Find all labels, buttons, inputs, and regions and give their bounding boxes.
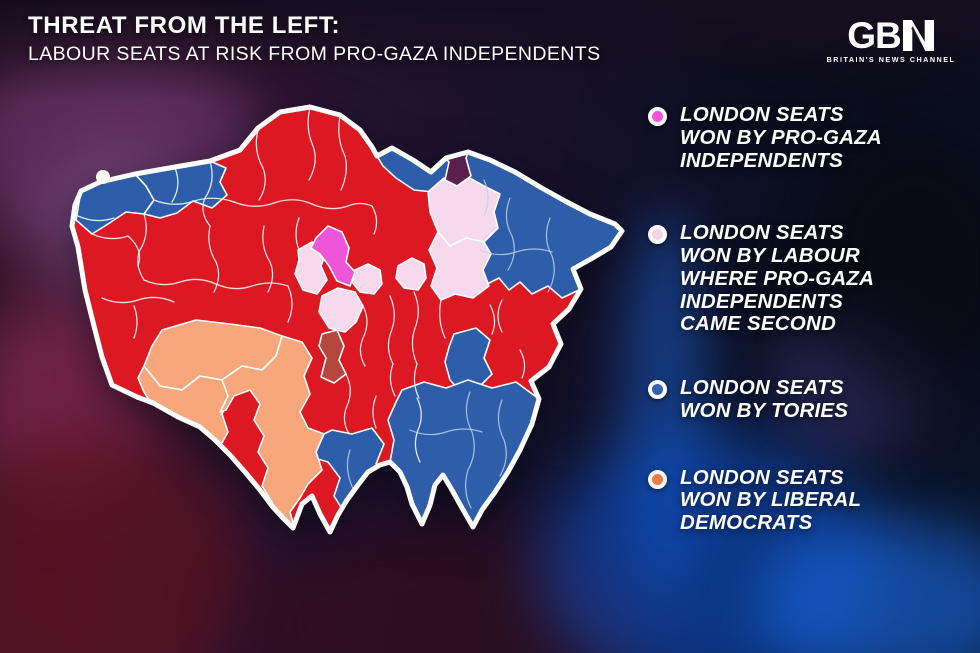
legend-line: LONDON SEATS [680,465,844,489]
legend-line: WON BY LIBERAL [680,488,862,512]
legend-line: LONDON SEATS [680,103,844,126]
gbn-logo: GB BRITAIN'S NEWS CHANNEL [826,15,956,65]
legend-line: WHERE PRO-GAZA [680,266,875,290]
map-region-labour-dark-center [318,329,347,384]
bg-dark-panel-right [790,110,980,420]
legend-dot-labour-second [648,225,667,245]
legend-label-labour-second: LONDON SEATS WON BY LABOUR WHERE PRO-GAZ… [680,221,875,336]
legend-line: WON BY LABOUR [680,244,860,267]
legend-item-libdems: LONDON SEATS WON BY LIBERAL DEMOCRATS [648,465,970,535]
gbn-logo-letters: GB [826,15,956,56]
map-region-labsecond-blob-b [395,257,427,291]
legend-line: DEMOCRATS [680,511,813,534]
legend-line: LONDON SEATS [680,376,844,399]
legend-line: LONDON SEATS [680,221,844,245]
legend-dot-libdems [648,469,667,489]
headline-sub: LABOUR SEATS AT RISK FROM PRO-GAZA INDEP… [28,42,601,65]
map-internal-borders [77,107,555,519]
bg-top-band [0,0,980,100]
map-region-independent-win [310,225,356,287]
legend-item-independents: LONDON SEATS WON BY PRO-GAZA INDEPENDENT… [648,103,970,172]
legend-item-labour-second: LONDON SEATS WON BY LABOUR WHERE PRO-GAZ… [648,221,970,336]
legend-label-libdems: LONDON SEATS WON BY LIBERAL DEMOCRATS [680,465,862,535]
london-constituency-map [69,104,625,535]
map-region-libdem-south [219,335,325,532]
legend-line: WON BY TORIES [680,398,849,422]
map-region-labsecond-blob-a [351,263,383,295]
headline-block: THREAT FROM THE LEFT: LABOUR SEATS AT RI… [28,12,600,65]
map-cells [72,107,622,532]
map-region-labsecond-ne-lower [428,231,492,301]
headline-main: THREAT FROM THE LEFT: [28,12,341,39]
map-region-labsecond-south [318,287,364,333]
legend-line: INDEPENDENTS [680,289,844,313]
legend-item-tories: LONDON SEATS WON BY TORIES [648,376,970,423]
gbn-gb-letters: GB [847,15,901,56]
map-legend: LONDON SEATS WON BY PRO-GAZA INDEPENDENT… [648,103,970,535]
map-outer-boundary [69,104,625,535]
gbn-tagline: BRITAIN'S NEWS CHANNEL [826,55,956,65]
legend-line: INDEPENDENTS [680,148,844,172]
legend-label-independents: LONDON SEATS WON BY PRO-GAZA INDEPENDENT… [680,103,882,172]
legend-label-tories: LONDON SEATS WON BY TORIES [680,376,849,423]
legend-line: CAME SECOND [680,312,836,336]
map-region-tories-east-edge [561,329,601,379]
legend-line: WON BY PRO-GAZA [680,125,882,149]
gbn-n-mark [902,20,934,52]
legend-dot-independents [648,107,667,126]
map-nw-marker-dot [96,170,110,184]
legend-dot-tories [648,380,667,399]
